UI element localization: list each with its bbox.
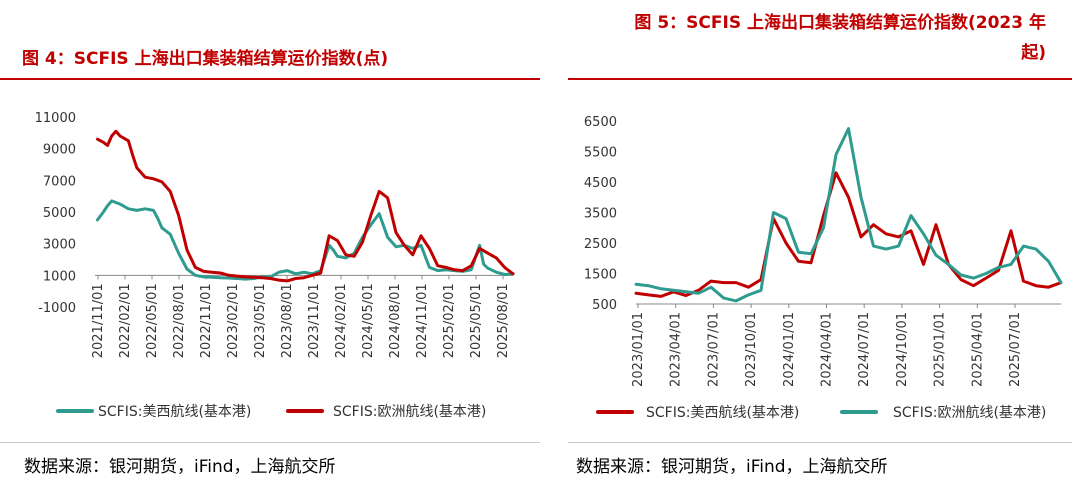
series-line-europe (96, 129, 515, 283)
chart-title-right: 图 5：SCFIS 上海出口集装箱结算运价指数(2023 年 起) (576, 8, 1046, 68)
chart-title-right-line2: 起) (1021, 43, 1046, 63)
y-tick-label: 11000 (35, 111, 76, 126)
x-tick-label: 2023/08/01 (280, 283, 295, 358)
chart-title-right-line1: 图 5：SCFIS 上海出口集装箱结算运价指数(2023 年 (634, 13, 1046, 33)
y-tick-label: 5000 (43, 206, 76, 221)
source-rule-left (0, 442, 540, 443)
title-rule-right (568, 78, 1072, 80)
x-tick-label: 2024/11/01 (415, 283, 430, 358)
chart-panel-right: 图 5：SCFIS 上海出口集装箱结算运价指数(2023 年 起) 6500 55… (560, 0, 1080, 493)
y-tick-label: 500 (592, 298, 617, 313)
x-tick-label: 2023/10/01 (744, 312, 759, 387)
x-tick-label: 2023/04/01 (669, 312, 684, 387)
y-tick-label: 2500 (584, 237, 617, 252)
y-tick-label: -1000 (38, 301, 76, 316)
x-tick-label: 2024/10/01 (895, 312, 910, 387)
x-tick-label: 2024/04/01 (820, 312, 835, 387)
x-tick-label: 2025/07/01 (1008, 312, 1023, 387)
x-tick-label: 2023/05/01 (253, 283, 268, 358)
chart-left: 11000 9000 7000 5000 3000 1000 -1000 2021/11/01… (35, 111, 515, 420)
source-rule-right (568, 442, 1072, 443)
series-line-us-west (96, 199, 515, 281)
y-tick-label: 4500 (584, 176, 617, 191)
x-tick-label: 2024/08/01 (388, 283, 403, 358)
y-tick-label: 5500 (584, 146, 617, 161)
x-tick-label: 2021/11/01 (91, 283, 106, 358)
legend-label: SCFIS:美西航线(基本港) (646, 404, 799, 421)
x-tick-label: 2023/07/01 (706, 312, 721, 387)
y-tick-label: 9000 (43, 143, 76, 158)
x-tick-label: 2025/04/01 (970, 312, 985, 387)
x-tick-label: 2023/02/01 (226, 283, 241, 358)
x-tick-label: 2024/02/01 (334, 283, 349, 358)
x-tick-label: 2022/02/01 (118, 283, 133, 358)
x-tick-label: 2024/05/01 (361, 283, 376, 358)
y-tick-label: 1000 (43, 269, 76, 284)
legend-label: SCFIS:美西航线(基本港) (98, 403, 251, 420)
y-tick-label: 3000 (43, 238, 76, 253)
y-tick-label: 6500 (584, 115, 617, 130)
legend-label: SCFIS:欧洲航线(基本港) (893, 404, 1046, 421)
x-tick-label: 2022/05/01 (145, 283, 160, 358)
x-tick-label: 2024/01/01 (782, 312, 797, 387)
x-tick-label: 2025/05/01 (469, 283, 484, 358)
y-tick-label: 1500 (584, 268, 617, 283)
y-tick-label: 7000 (43, 174, 76, 189)
chart-panel-left: 图 4：SCFIS 上海出口集装箱结算运价指数(点) 11000 9000 7000… (0, 49, 540, 477)
chart-title-left: 图 4：SCFIS 上海出口集装箱结算运价指数(点) (22, 49, 389, 69)
x-tick-label: 2025/01/01 (933, 312, 948, 387)
source-note-left: 数据来源：银河期货，iFind，上海航交所 (24, 457, 336, 477)
x-tick-label: 2023/01/01 (631, 312, 646, 387)
x-tick-label: 2022/11/01 (199, 283, 214, 358)
y-tick-label: 3500 (584, 207, 617, 222)
x-tick-label: 2025/02/01 (442, 283, 457, 358)
x-tick-label: 2025/08/01 (496, 283, 511, 358)
series-line-us-west (634, 171, 1063, 298)
source-note-right: 数据来源：银河期货，iFind，上海航交所 (576, 457, 888, 477)
x-tick-label: 2023/11/01 (307, 283, 322, 358)
x-tick-label: 2024/07/01 (857, 312, 872, 387)
x-tick-label: 2022/08/01 (172, 283, 187, 358)
chart-right: 6500 5500 4500 3500 2500 1500 500 2023/01/01 202… (584, 115, 1063, 421)
series-line-europe (634, 127, 1063, 303)
title-rule-left (0, 78, 540, 80)
legend-label: SCFIS:欧洲航线(基本港) (333, 403, 486, 420)
